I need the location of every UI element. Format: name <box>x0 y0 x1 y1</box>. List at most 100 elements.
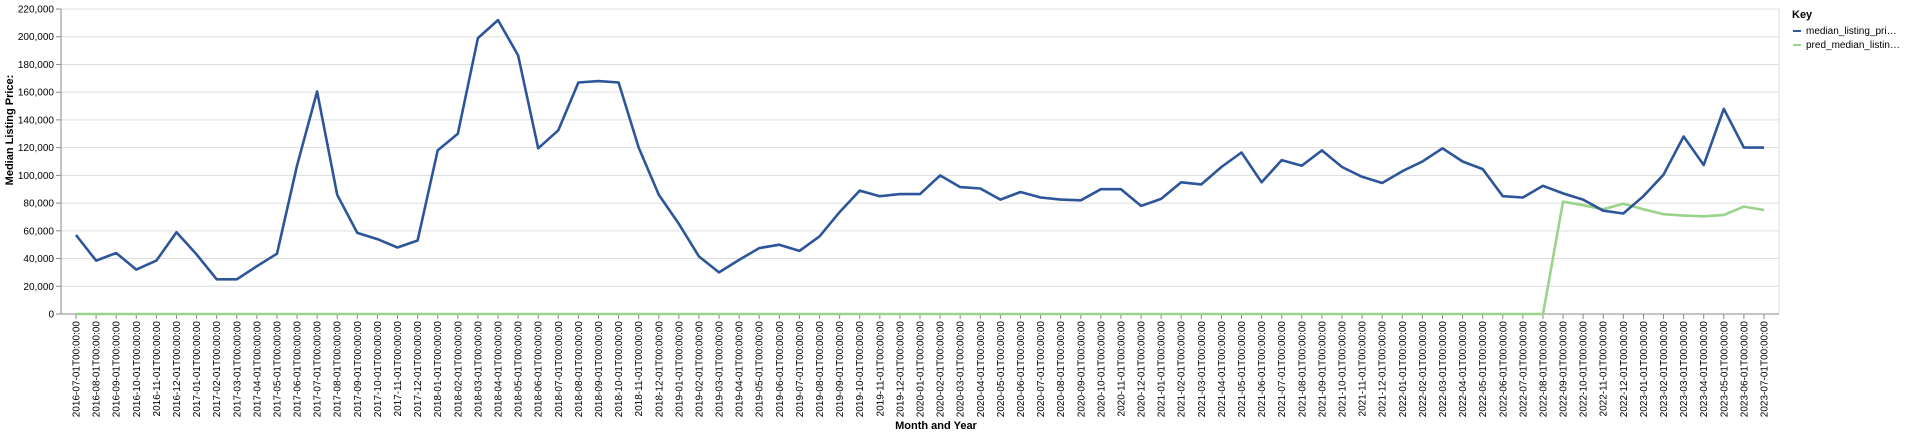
x-tick-label: 2018-06-01T00:00:00 <box>534 321 545 418</box>
gridlines <box>61 8 1780 315</box>
y-tick-label: 20,000 <box>23 282 54 293</box>
x-tick-label: 2016-09-01T00:00:00 <box>112 321 123 418</box>
x-tick-label: 2019-02-01T00:00:00 <box>694 321 705 418</box>
y-tick-label: 100,000 <box>18 171 55 182</box>
x-tick-label: 2020-02-01T00:00:00 <box>936 321 947 418</box>
legend: Key median_listing_pri… pred_median_list… <box>1792 9 1900 51</box>
x-tick-label: 2018-09-01T00:00:00 <box>594 321 605 418</box>
x-tick-label: 2021-12-01T00:00:00 <box>1378 321 1389 418</box>
x-tick-label: 2017-03-01T00:00:00 <box>232 321 243 418</box>
x-tick-label: 2019-05-01T00:00:00 <box>755 321 766 418</box>
x-tick-label: 2017-11-01T00:00:00 <box>393 321 404 417</box>
x-tick-label: 2020-12-01T00:00:00 <box>1137 321 1148 418</box>
x-tick-label: 2017-05-01T00:00:00 <box>272 321 283 418</box>
y-tick-label: 120,000 <box>18 143 55 154</box>
x-tick-label: 2018-07-01T00:00:00 <box>554 321 565 418</box>
x-tick-label: 2018-05-01T00:00:00 <box>514 321 525 418</box>
x-tick-label: 2023-07-01T00:00:00 <box>1760 321 1771 418</box>
x-tick-label: 2020-07-01T00:00:00 <box>1036 321 1047 418</box>
x-tick-label: 2019-04-01T00:00:00 <box>735 321 746 418</box>
x-tick-label: 2022-04-01T00:00:00 <box>1458 321 1469 418</box>
x-tick-label: 2020-11-01T00:00:00 <box>1116 321 1127 417</box>
x-tick-label: 2017-08-01T00:00:00 <box>333 321 344 418</box>
x-tick-label: 2023-02-01T00:00:00 <box>1659 321 1670 418</box>
x-tick-label: 2018-11-01T00:00:00 <box>634 321 645 417</box>
x-tick-label: 2018-03-01T00:00:00 <box>473 321 484 418</box>
x-tick-label: 2022-09-01T00:00:00 <box>1559 321 1570 418</box>
x-tick-label: 2022-08-01T00:00:00 <box>1538 321 1549 418</box>
y-tick-label: 40,000 <box>23 254 54 265</box>
x-tick-label: 2020-09-01T00:00:00 <box>1076 321 1087 418</box>
series-line-pred-median-listing-price <box>76 200 1765 316</box>
x-tick-label: 2023-01-01T00:00:00 <box>1639 321 1650 418</box>
x-tick-label: 2020-04-01T00:00:00 <box>976 321 987 418</box>
x-axis: 2016-07-01T00:00:00 2016-08-01T00:00:00 20… <box>61 313 1779 418</box>
x-tick-label: 2019-01-01T00:00:00 <box>674 321 685 418</box>
x-tick-label: 2023-04-01T00:00:00 <box>1699 321 1710 418</box>
x-tick-label: 2018-08-01T00:00:00 <box>574 321 585 418</box>
x-tick-label: 2021-10-01T00:00:00 <box>1338 321 1349 418</box>
y-tick-label: 160,000 <box>18 88 55 99</box>
x-tick-label: 2017-01-01T00:00:00 <box>192 321 203 418</box>
x-tick-label: 2016-10-01T00:00:00 <box>132 321 143 418</box>
x-tick-label: 2017-12-01T00:00:00 <box>413 321 424 418</box>
x-tick-label: 2022-11-01T00:00:00 <box>1599 321 1610 417</box>
x-tick-label: 2022-10-01T00:00:00 <box>1579 321 1590 418</box>
legend-title: Key <box>1792 9 1813 21</box>
x-tick-label: 2021-02-01T00:00:00 <box>1177 321 1188 418</box>
x-tick-label: 2021-09-01T00:00:00 <box>1317 321 1328 418</box>
y-tick-label: 220,000 <box>18 5 55 16</box>
x-tick-label: 2019-06-01T00:00:00 <box>775 321 786 418</box>
x-tick-label: 2021-03-01T00:00:00 <box>1197 321 1208 418</box>
x-tick-label: 2021-08-01T00:00:00 <box>1297 321 1308 418</box>
legend-label-median-listing-price: median_listing_pri… <box>1806 26 1897 37</box>
x-tick-label: 2017-06-01T00:00:00 <box>293 321 304 418</box>
x-tick-label: 2016-11-01T00:00:00 <box>152 321 163 417</box>
x-tick-label: 2022-03-01T00:00:00 <box>1438 321 1449 418</box>
x-tick-label: 2018-04-01T00:00:00 <box>494 321 505 418</box>
series-line-median-listing-price <box>74 18 1764 281</box>
series-layer <box>74 18 1765 316</box>
x-tick-label: 2016-12-01T00:00:00 <box>172 321 183 418</box>
x-tick-label: 2020-03-01T00:00:00 <box>956 321 967 418</box>
x-tick-label: 2022-05-01T00:00:00 <box>1478 321 1489 418</box>
x-tick-label: 2020-08-01T00:00:00 <box>1056 321 1067 418</box>
x-tick-label: 2019-10-01T00:00:00 <box>855 321 866 418</box>
x-tick-label: 2017-09-01T00:00:00 <box>353 321 364 418</box>
y-tick-label: 200,000 <box>18 32 55 43</box>
x-tick-label: 2021-04-01T00:00:00 <box>1217 321 1228 418</box>
x-tick-label: 2019-09-01T00:00:00 <box>835 321 846 418</box>
x-tick-label: 2021-05-01T00:00:00 <box>1237 321 1248 418</box>
x-tick-label: 2016-07-01T00:00:00 <box>72 321 83 418</box>
y-axis: 0 20,000 40,000 60,000 80,000 100,000 120,000 1… <box>18 5 62 321</box>
x-tick-label: 2023-05-01T00:00:00 <box>1719 321 1730 418</box>
x-tick-label: 2021-01-01T00:00:00 <box>1157 321 1168 418</box>
x-tick-label: 2019-07-01T00:00:00 <box>795 321 806 418</box>
x-tick-label: 2018-01-01T00:00:00 <box>433 321 444 418</box>
x-tick-label: 2016-08-01T00:00:00 <box>92 321 103 418</box>
x-tick-label: 2018-12-01T00:00:00 <box>654 321 665 418</box>
x-tick-label: 2022-12-01T00:00:00 <box>1619 321 1630 418</box>
x-tick-label: 2017-04-01T00:00:00 <box>252 321 263 418</box>
x-tick-label: 2020-05-01T00:00:00 <box>996 321 1007 418</box>
x-axis-title: Month and Year <box>895 420 977 432</box>
x-tick-label: 2019-03-01T00:00:00 <box>715 321 726 418</box>
y-axis-title: Median Listing Price: <box>4 75 16 186</box>
x-tick-label: 2021-07-01T00:00:00 <box>1277 321 1288 418</box>
x-tick-label: 2018-10-01T00:00:00 <box>614 321 625 418</box>
x-tick-label: 2020-10-01T00:00:00 <box>1096 321 1107 418</box>
x-tick-label: 2022-02-01T00:00:00 <box>1418 321 1429 418</box>
x-tick-label: 2022-07-01T00:00:00 <box>1518 321 1529 418</box>
x-tick-label: 2020-06-01T00:00:00 <box>1016 321 1027 418</box>
y-tick-label: 0 <box>48 310 54 321</box>
x-tick-label: 2017-10-01T00:00:00 <box>373 321 384 418</box>
x-tick-label: 2021-11-01T00:00:00 <box>1358 321 1369 417</box>
x-tick-label: 2018-02-01T00:00:00 <box>453 321 464 418</box>
x-tick-label: 2017-07-01T00:00:00 <box>313 321 324 418</box>
x-tick-label: 2021-06-01T00:00:00 <box>1257 321 1268 418</box>
x-tick-label: 2022-01-01T00:00:00 <box>1398 321 1409 418</box>
x-tick-label: 2022-06-01T00:00:00 <box>1498 321 1509 418</box>
x-tick-label: 2023-03-01T00:00:00 <box>1679 321 1690 418</box>
x-tick-label: 2017-02-01T00:00:00 <box>212 321 223 418</box>
